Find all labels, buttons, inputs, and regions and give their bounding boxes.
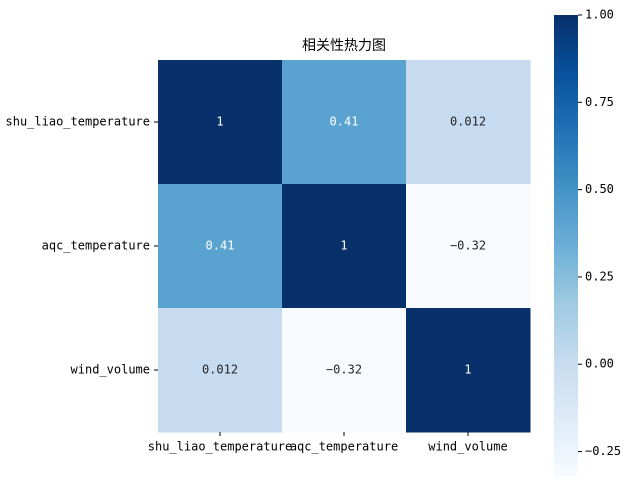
- heatmap-cell: [282, 184, 407, 309]
- cell-label: 0.012: [450, 115, 486, 129]
- cell-label: 0.41: [206, 239, 235, 253]
- y-tick-label: aqc_temperature: [42, 239, 150, 253]
- cell-label: 1: [216, 115, 223, 129]
- colorbar-tick-label: 1.00: [585, 8, 614, 22]
- cell-label: −0.32: [326, 363, 362, 377]
- colorbar-tick-label: 0.50: [585, 182, 614, 196]
- cell-label: 0.012: [202, 363, 238, 377]
- y-tick-label: wind_volume: [71, 363, 150, 377]
- x-tick-label: shu_liao_temperature: [148, 440, 293, 454]
- chart-title: 相关性热力图: [302, 38, 386, 54]
- y-tick-label: shu_liao_temperature: [6, 115, 151, 129]
- colorbar: [554, 15, 578, 476]
- heatmap-cell: [406, 60, 531, 185]
- heatmap-cell: [158, 184, 283, 309]
- heatmap-cell: [158, 308, 283, 433]
- cell-label: 1: [340, 239, 347, 253]
- colorbar-tick-label: 0.00: [585, 357, 614, 371]
- cell-label: 0.41: [330, 115, 359, 129]
- x-tick-label: wind_volume: [428, 440, 507, 454]
- colorbar-tick-label: 0.25: [585, 269, 614, 283]
- heatmap-cell: [282, 60, 407, 185]
- cell-label: 1: [464, 363, 471, 377]
- heatmap-cell: [158, 60, 283, 185]
- colorbar-tick-label: −0.25: [585, 444, 621, 458]
- heatmap-cell: [406, 184, 531, 309]
- heatmap-cell: [406, 308, 531, 433]
- x-tick-label: aqc_temperature: [290, 440, 398, 454]
- heatmap-cell: [282, 308, 407, 433]
- cell-label: −0.32: [450, 239, 486, 253]
- colorbar-tick-label: 0.75: [585, 95, 614, 109]
